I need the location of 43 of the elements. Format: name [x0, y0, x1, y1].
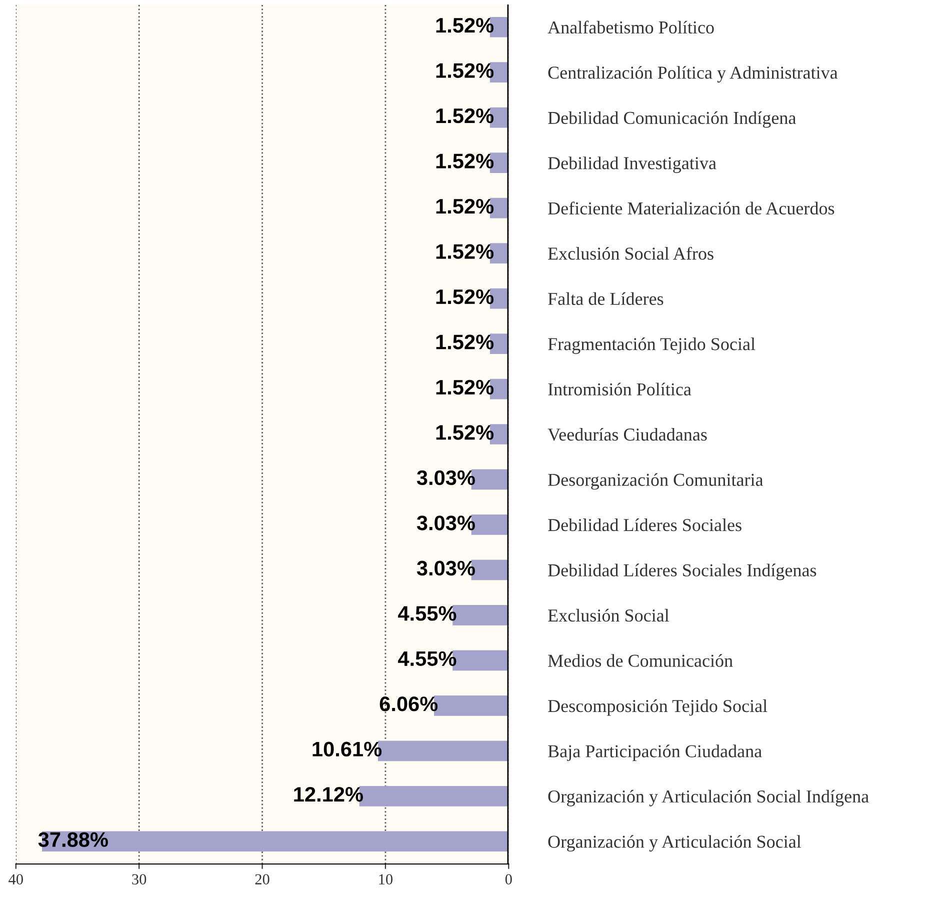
y-tick-label: Organización y Articulación Social	[548, 835, 802, 852]
y-tick-label: Debilidad Líderes Sociales	[548, 518, 742, 532]
x-tick-label: 0	[505, 874, 512, 884]
y-tick-label: Deficiente Materialización de Acuerdos	[548, 202, 834, 215]
data-label: 1.52%	[436, 108, 494, 124]
data-label: 1.52%	[436, 154, 494, 168]
data-label: 1.52%	[436, 244, 494, 259]
data-label: 10.61%	[312, 742, 382, 756]
y-tick-label: Falta de Líderes	[548, 292, 664, 305]
data-label: 1.52%	[436, 289, 494, 304]
y-tick-label: Analfabetismo Político	[548, 20, 714, 34]
data-label: 3.03%	[416, 516, 475, 530]
data-label: 3.03%	[416, 560, 475, 576]
y-tick-label: Veedurías Ciudadanas	[548, 428, 707, 441]
x-tick-label: 10	[379, 874, 393, 884]
data-label: 1.52%	[436, 425, 494, 440]
y-tick-label: Baja Participación Ciudadana	[548, 744, 762, 762]
y-tick-label: Fragmentación Tejido Social	[548, 338, 756, 354]
data-label: 37.88%	[38, 832, 108, 848]
x-tick-label: 20	[255, 874, 270, 884]
y-tick-label: Medios de Comunicación	[548, 654, 733, 667]
y-tick-label: Debilidad Investigativa	[548, 156, 716, 173]
data-label: 1.52%	[436, 18, 494, 33]
data-label: 6.06%	[380, 696, 438, 712]
data-label: 4.55%	[398, 651, 456, 666]
x-tick-label: 40	[8, 874, 23, 884]
y-tick-label: Centralización Política y Administrativa	[548, 66, 838, 83]
y-tick-label: Organización y Articulación Social Indígena	[548, 790, 869, 806]
y-tick-label: Descomposición Tejido Social	[548, 699, 768, 716]
y-tick-label: Desorganización Comunitaria	[548, 473, 764, 490]
data-label: 1.52%	[436, 380, 494, 395]
y-tick-label: Debilidad Comunicación Indígena	[548, 111, 796, 128]
y-tick-label: Exclusión Social Afros	[548, 246, 714, 260]
data-label: 4.55%	[398, 606, 456, 621]
data-label: 1.52%	[436, 198, 494, 214]
y-tick-label: Debilidad Líderes Sociales Indígenas	[548, 564, 816, 580]
data-label: 1.52%	[436, 334, 494, 350]
x-tick-label: 30	[132, 874, 146, 884]
data-label: 12.12%	[294, 786, 363, 802]
y-tick-label: Exclusión Social	[548, 608, 670, 622]
y-tick-label: Intromisión Política	[548, 382, 692, 396]
data-label: 1.52%	[436, 63, 494, 78]
data-label: 3.03%	[416, 470, 475, 486]
